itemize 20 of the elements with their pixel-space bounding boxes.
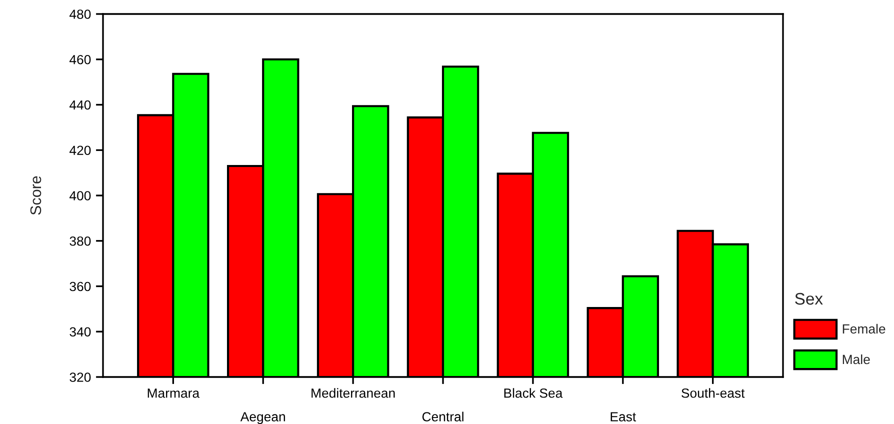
y-tick-label: 480 xyxy=(69,10,91,19)
y-tick-label: 460 xyxy=(69,54,91,64)
y-tick-label: 340 xyxy=(70,327,91,337)
x-tick-label: Mediterranean xyxy=(312,388,395,398)
x-tick-label: Aegean xyxy=(240,412,285,424)
legend-label: Male xyxy=(842,354,870,364)
y-tick-label: 420 xyxy=(69,146,91,156)
y-tick-label: 400 xyxy=(69,191,91,200)
x-tick-label: Marmara xyxy=(148,388,200,398)
x-tick-label: East xyxy=(610,412,636,422)
y-tick-label: 440 xyxy=(69,100,91,110)
y-axis-title: Score xyxy=(30,176,42,215)
y-tick-label: 380 xyxy=(70,236,91,246)
x-tick-label: Black Sea xyxy=(504,388,563,398)
x-tick-label: Central xyxy=(422,412,464,422)
y-tick-label: 360 xyxy=(70,282,91,292)
legend-label: Female xyxy=(842,324,886,334)
legend-title: Sex xyxy=(795,292,823,305)
y-tick-label: 320 xyxy=(70,372,91,382)
x-tick-label: South-east xyxy=(682,388,745,398)
